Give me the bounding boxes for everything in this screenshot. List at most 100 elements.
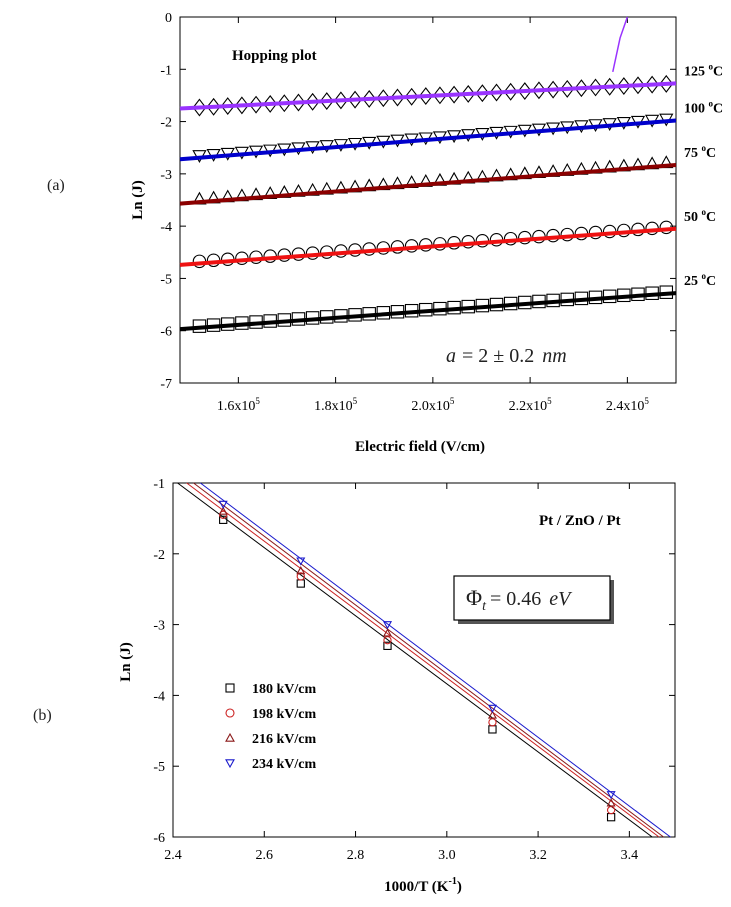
a-fit-line	[179, 162, 677, 206]
b-x-tick-label: 3.2	[529, 848, 547, 863]
panel-b-y-axis: -1 -2 -3 -4 -5 -6	[153, 477, 675, 846]
a-fit-line	[179, 118, 677, 162]
panel-b-x-axis-title: 1000/T (K-1)	[384, 876, 462, 895]
panel-b-device-label: Pt / ZnO / Pt	[539, 513, 621, 529]
a-x-tick-label: 2.2x105	[509, 396, 553, 414]
a-data-point	[376, 89, 391, 108]
a-y-tick-label: -5	[160, 272, 172, 287]
a-data-point	[277, 94, 292, 113]
b-legend-entry: 180 kV/cm	[252, 682, 317, 697]
panel-a-chart: (a) 0 -1 -2 -3 -4 -5 -6 -7 1.6x105 1.8x105 2.0x10…	[47, 11, 723, 455]
b-x-tick-label: 2.6	[256, 848, 274, 863]
b-data-point	[488, 725, 497, 734]
b-data-point	[296, 566, 306, 575]
hop-rhs: = 2 ± 0.2	[462, 345, 534, 367]
b-data-point	[383, 641, 392, 650]
b-legend-marker	[225, 708, 235, 718]
a-data-point	[234, 96, 249, 115]
b-data-point	[488, 718, 497, 727]
a-series-circle	[179, 220, 677, 269]
phi-symbol: Φ	[466, 585, 482, 610]
a-series-label: 100 oC	[684, 99, 723, 117]
b-y-tick-label: -1	[153, 477, 165, 492]
b-data-point	[219, 515, 228, 524]
b-legend-entry: 198 kV/cm	[252, 707, 317, 722]
b-x-tick-label: 3.4	[621, 848, 639, 863]
b-series-square	[177, 482, 653, 838]
b-xlabel-end: )	[457, 879, 462, 895]
panel-b-x-axis: 2.4 2.6 2.8 3.0 3.2 3.4	[164, 483, 638, 863]
a-data-point	[305, 92, 320, 111]
panel-a-y-axis: 0 -1 -2 -3 -4 -5 -6 -7	[160, 11, 676, 392]
b-data-point	[382, 621, 393, 630]
b-fit-line	[186, 482, 660, 838]
a-data-point	[489, 83, 504, 102]
b-legend-marker	[225, 683, 235, 693]
a-data-point	[418, 87, 433, 106]
a-data-point	[404, 87, 419, 106]
a-series-triangle-down	[179, 113, 677, 163]
phi-unit: eV	[549, 588, 573, 610]
barrier-box-frame	[453, 575, 611, 621]
b-data-point	[606, 798, 616, 807]
b-data-point	[218, 500, 228, 509]
a-fit-line	[179, 291, 677, 332]
a-series-label: 50 oC	[684, 207, 716, 225]
panel-a-series-group	[179, 16, 677, 333]
phi-rhs: = 0.46	[490, 588, 541, 610]
a-series-triangle-up	[179, 155, 677, 206]
panel-a-x-axis-title: Electric field (V/cm)	[355, 439, 485, 455]
panel-b-series-group	[177, 482, 671, 838]
a-series-label: 75 oC	[684, 143, 716, 161]
b-data-point	[219, 510, 228, 520]
a-data-point	[192, 98, 207, 117]
b-legend-entry: 216 kV/cm	[252, 732, 317, 747]
b-series-triangle-down	[200, 482, 671, 838]
panel-a-label: (a)	[47, 177, 65, 194]
b-xlabel-sup: -1	[448, 876, 456, 887]
b-data-point	[296, 572, 305, 581]
a-data-point	[206, 97, 221, 116]
a-data-point	[574, 79, 589, 98]
b-legend-marker	[225, 732, 235, 742]
a-data-point	[249, 95, 263, 114]
a-data-point	[602, 77, 617, 96]
a-data-point	[334, 91, 348, 110]
a-series-square	[179, 285, 677, 333]
b-y-tick-label: -2	[153, 548, 165, 563]
a-data-point	[220, 97, 235, 116]
b-data-point	[296, 557, 306, 566]
a-y-tick-label: 0	[165, 11, 172, 26]
b-data-point	[382, 628, 393, 637]
panel-a-plot-frame	[179, 16, 677, 384]
a-y-tick-label: -2	[160, 116, 172, 131]
a-data-point	[659, 74, 674, 93]
b-fit-line	[177, 482, 653, 838]
b-data-point	[606, 813, 616, 822]
a-x-tick-label: 1.8x105	[314, 396, 358, 414]
b-x-tick-label: 2.4	[164, 848, 182, 863]
a-data-point	[560, 79, 575, 98]
panel-a-y-axis-title: Ln (J)	[130, 180, 146, 220]
a-fit-line	[179, 226, 677, 267]
a-data-point	[503, 82, 518, 101]
a-y-tick-label: -3	[160, 168, 172, 183]
b-legend-entry: 234 kV/cm	[252, 757, 317, 772]
a-y-tick-label: -4	[160, 220, 172, 235]
b-data-point	[487, 710, 497, 719]
b-y-tick-label: -4	[153, 689, 165, 704]
hop-lhs: a	[446, 345, 456, 367]
panel-b-barrier-box: Φt = 0.46 eV	[453, 575, 614, 624]
b-y-tick-label: -6	[153, 831, 165, 846]
a-data-point	[461, 84, 476, 103]
b-data-point	[606, 791, 616, 800]
panel-a-x-axis: 1.6x105 1.8x105 2.0x105 2.2x105 2.4x105	[217, 17, 649, 414]
a-data-point	[546, 80, 560, 99]
b-data-point	[487, 704, 497, 713]
a-data-point	[532, 81, 546, 100]
panel-b-legend: 180 kV/cm 198 kV/cm 216 kV/cm 234 kV/cm	[225, 682, 317, 772]
a-x-tick-label: 1.6x105	[217, 396, 261, 414]
a-y-tick-label: -6	[160, 325, 172, 340]
a-data-point	[645, 75, 660, 94]
panel-b-y-axis-title: Ln (J)	[118, 642, 134, 682]
